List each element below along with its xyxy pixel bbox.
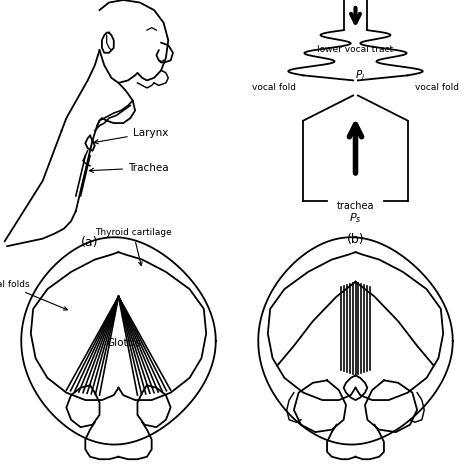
Text: vocal fold: vocal fold	[415, 83, 459, 92]
Text: $P_s$: $P_s$	[349, 212, 362, 226]
Text: Trachea: Trachea	[89, 163, 169, 173]
Text: vocal fold: vocal fold	[252, 83, 296, 92]
Text: Vocal folds: Vocal folds	[0, 280, 67, 310]
Text: (b): (b)	[346, 233, 365, 246]
Text: Larynx: Larynx	[94, 128, 168, 144]
Text: $P_i$: $P_i$	[355, 68, 365, 82]
Text: lower vocal tract: lower vocal tract	[318, 45, 393, 54]
Text: (a): (a)	[82, 236, 99, 249]
Text: trachea: trachea	[337, 201, 374, 211]
Text: Glottis: Glottis	[106, 338, 140, 348]
Text: Thyroid cartilage: Thyroid cartilage	[95, 228, 172, 265]
